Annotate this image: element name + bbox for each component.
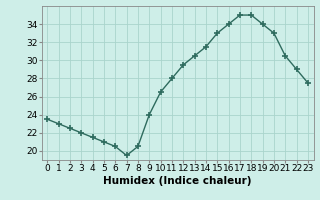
X-axis label: Humidex (Indice chaleur): Humidex (Indice chaleur) bbox=[103, 176, 252, 186]
